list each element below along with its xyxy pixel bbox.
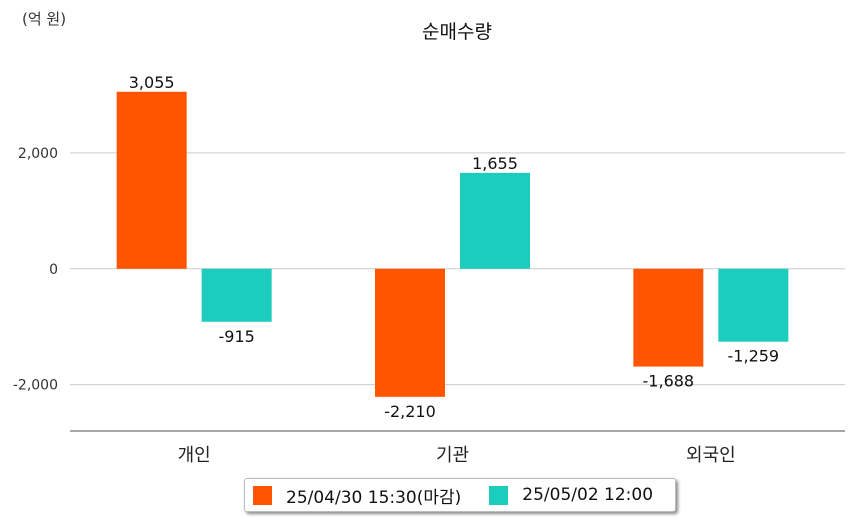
x-tick-label: 기관 xyxy=(436,445,469,466)
legend-swatch xyxy=(253,485,272,505)
bar xyxy=(201,268,272,322)
legend: 25/04/30 15:30(마감) 25/05/02 12:00 xyxy=(244,478,676,512)
chart-title: 순매수량 xyxy=(422,21,492,43)
bar xyxy=(116,91,187,269)
bar-chart: (억 원) 순매수량 2,000 0 -2,000 개인 3,055 -915 기관 -2,210… xyxy=(13,10,845,466)
data-label: -915 xyxy=(219,327,255,346)
bar xyxy=(718,268,789,342)
y-tick-label: -2,000 xyxy=(13,378,58,394)
bar xyxy=(375,268,445,397)
legend-swatch xyxy=(489,485,509,505)
bar xyxy=(460,172,530,269)
data-label: 3,055 xyxy=(129,73,175,92)
x-tick-label: 외국인 xyxy=(686,445,736,466)
unit-label: (억 원) xyxy=(22,10,66,28)
x-tick-label: 개인 xyxy=(178,445,211,466)
bar xyxy=(633,268,704,367)
data-label: 1,655 xyxy=(472,154,518,173)
data-label: -2,210 xyxy=(384,402,436,421)
y-tick-label: 2,000 xyxy=(18,146,58,162)
legend-label: 25/04/30 15:30(마감) xyxy=(286,487,462,508)
data-label: -1,688 xyxy=(643,372,695,391)
legend-item-series-1[interactable]: 25/04/30 15:30(마감) xyxy=(253,483,461,508)
legend-label: 25/05/02 12:00 xyxy=(522,485,654,505)
data-label: -1,259 xyxy=(728,347,780,366)
y-tick-label: 0 xyxy=(49,262,58,278)
legend-item-series-2[interactable]: 25/05/02 12:00 xyxy=(489,485,653,505)
